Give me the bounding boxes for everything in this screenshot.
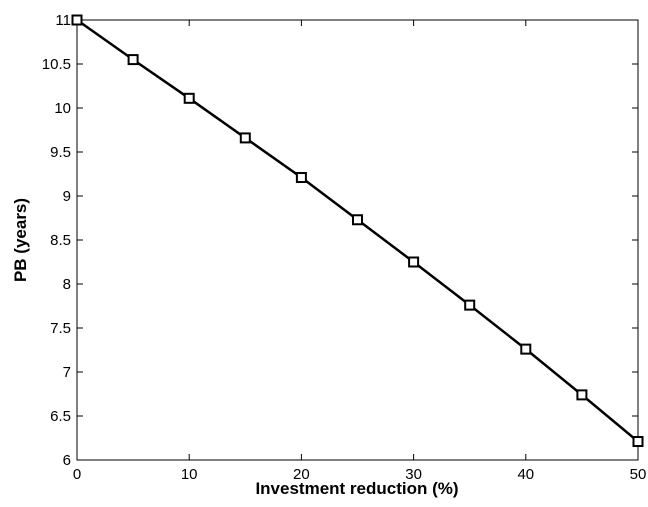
x-axis-title: Investment reduction (%) <box>255 479 458 498</box>
y-tick-label: 6.5 <box>50 408 71 425</box>
data-point-marker <box>127 54 139 66</box>
data-point-marker <box>71 14 83 26</box>
x-axis: 0 10 20 30 40 50 <box>73 20 647 483</box>
data-point-marker <box>520 343 532 355</box>
y-tick-label: 8 <box>63 276 71 293</box>
y-tick-label: 9.5 <box>50 144 71 161</box>
x-tick-label: 50 <box>630 466 647 483</box>
data-point-marker <box>408 256 420 268</box>
y-tick-label: 10.5 <box>42 56 71 73</box>
x-tick-label: 10 <box>181 466 198 483</box>
series-layer <box>71 14 644 448</box>
data-point-marker <box>239 132 251 144</box>
x-tick-label: 30 <box>405 466 422 483</box>
data-point-marker <box>464 299 476 311</box>
x-tick-label: 20 <box>293 466 310 483</box>
data-point-marker <box>576 389 588 401</box>
y-axis-title: PB (years) <box>11 198 30 282</box>
plot-area <box>76 19 639 461</box>
y-tick-label: 8.5 <box>50 232 71 249</box>
y-tick-label: 11 <box>55 12 71 29</box>
y-tick-label: 6 <box>63 452 71 469</box>
x-tick-label: 0 <box>73 466 81 483</box>
x-tick-label: 40 <box>517 466 534 483</box>
y-axis: 6 6.5 7 7.5 8 8.5 9 9.5 10 10.5 11 <box>42 12 638 469</box>
data-point-marker <box>632 436 644 448</box>
y-tick-label: 9 <box>63 188 71 205</box>
data-point-marker <box>295 172 307 184</box>
y-tick-label: 7 <box>63 364 71 381</box>
y-tick-label: 7.5 <box>50 320 71 337</box>
y-tick-label: 10 <box>54 100 71 117</box>
data-point-marker <box>183 92 195 104</box>
data-point-marker <box>352 214 363 226</box>
